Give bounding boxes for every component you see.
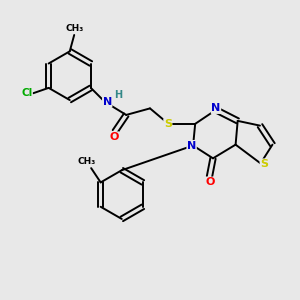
- Text: CH₃: CH₃: [65, 24, 83, 33]
- Text: S: S: [260, 159, 268, 169]
- Text: N: N: [103, 97, 112, 107]
- Text: O: O: [109, 132, 119, 142]
- Text: N: N: [187, 140, 196, 151]
- Text: Cl: Cl: [21, 88, 32, 98]
- Text: N: N: [212, 103, 220, 113]
- Text: O: O: [206, 177, 215, 187]
- Text: S: S: [164, 119, 172, 129]
- Text: H: H: [114, 90, 123, 100]
- Text: CH₃: CH₃: [77, 157, 95, 166]
